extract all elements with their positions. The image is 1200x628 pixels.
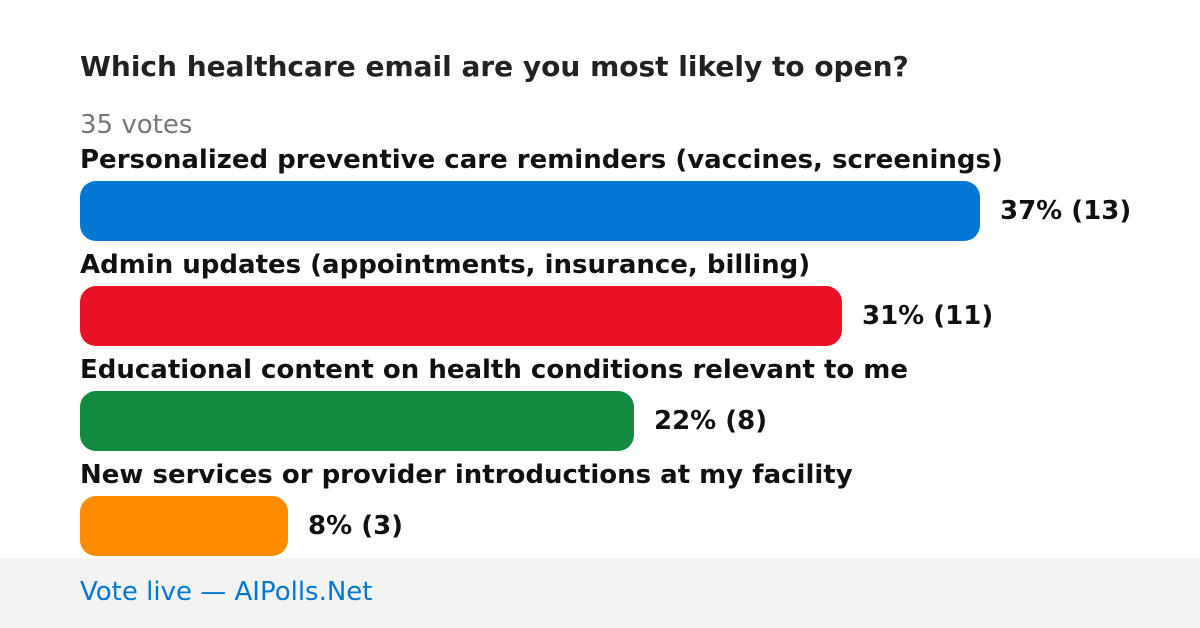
poll-option[interactable]: Admin updates (appointments, insurance, … [80, 249, 1180, 349]
footer-bar: Vote live — AIPolls.Net [0, 558, 1200, 628]
option-label: New services or provider introductions a… [80, 460, 853, 490]
vote-live-link[interactable]: Vote live — AIPolls.Net [80, 577, 373, 607]
poll-option[interactable]: Educational content on health conditions… [80, 354, 1180, 454]
result-value-label: 8% (3) [308, 511, 404, 541]
option-label: Educational content on health conditions… [80, 355, 909, 385]
poll-question: Which healthcare email are you most like… [80, 50, 909, 83]
poll-option[interactable]: Personalized preventive care reminders (… [80, 144, 1180, 244]
poll-option[interactable]: New services or provider introductions a… [80, 459, 1180, 559]
vote-count: 35 votes [80, 110, 193, 140]
result-bar [80, 181, 980, 241]
result-bar [80, 286, 842, 346]
result-value-label: 22% (8) [654, 406, 768, 436]
result-value-label: 37% (13) [1000, 196, 1132, 226]
result-bar [80, 496, 288, 556]
option-label: Admin updates (appointments, insurance, … [80, 250, 811, 280]
result-bar [80, 391, 634, 451]
result-value-label: 31% (11) [862, 301, 994, 331]
option-label: Personalized preventive care reminders (… [80, 145, 1003, 175]
